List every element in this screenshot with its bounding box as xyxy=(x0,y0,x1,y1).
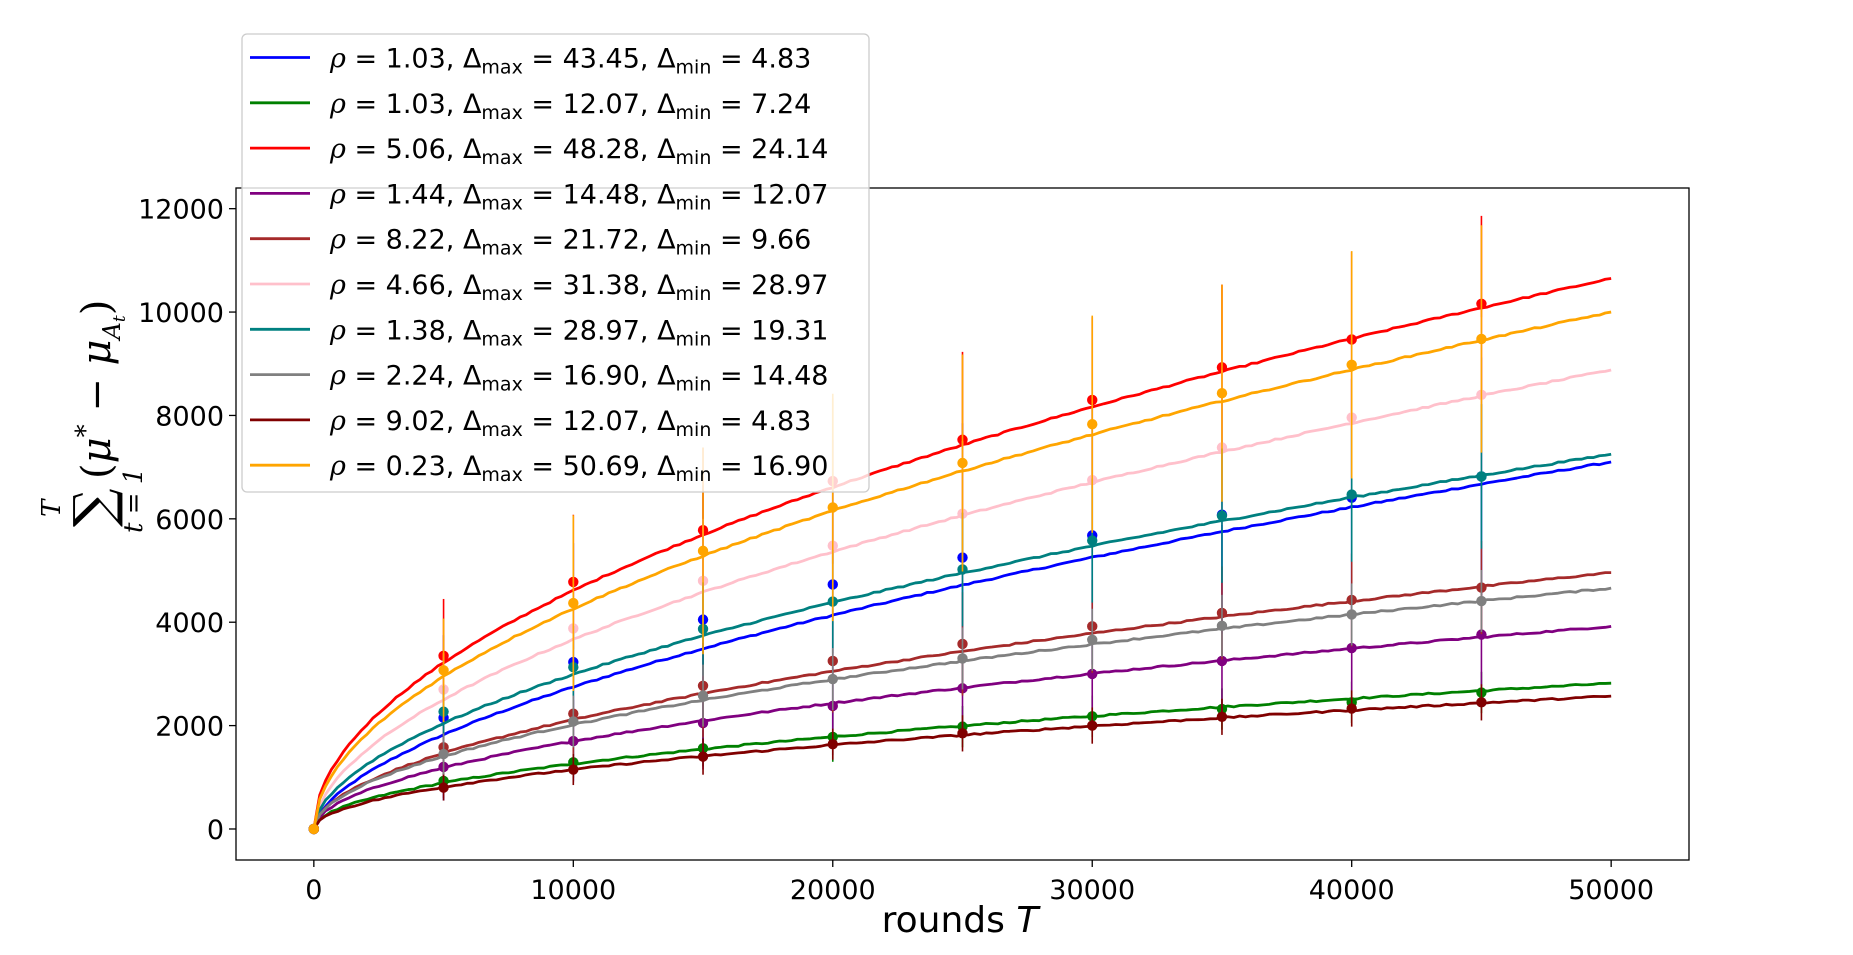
y-label-sum: ∑ xyxy=(62,488,125,527)
data-point xyxy=(1087,634,1098,645)
plot-content xyxy=(308,215,1612,835)
data-point xyxy=(1346,489,1357,500)
legend-item-3: ρ = 5.06, Δmax = 48.28, Δmin = 24.14 xyxy=(250,134,828,169)
legend-box xyxy=(241,33,870,493)
data-point xyxy=(1087,720,1098,731)
legend-label: ρ = 2.24, Δmax = 16.90, Δmin = 14.48 xyxy=(329,361,828,396)
data-point xyxy=(827,739,838,750)
data-point xyxy=(1216,655,1228,667)
data-point xyxy=(957,728,968,739)
data-point xyxy=(1476,333,1487,345)
x-axis: 0 10000 20000 30000 40000 50000 xyxy=(305,860,1654,906)
x-tick-label: 50000 xyxy=(1568,875,1654,906)
y-tick-label: 0 xyxy=(207,815,224,846)
legend-label: ρ = 4.66, Δmax = 31.38, Δmin = 28.97 xyxy=(329,270,828,305)
data-point xyxy=(697,751,709,762)
plot-frame xyxy=(235,187,1690,861)
data-point xyxy=(697,690,709,701)
series-4 xyxy=(308,582,1612,835)
legend-label: ρ = 1.03, Δmax = 43.45, Δmin = 4.83 xyxy=(329,44,811,79)
data-point xyxy=(438,782,449,793)
data-point xyxy=(1087,419,1098,430)
data-point xyxy=(1216,620,1228,632)
data-point xyxy=(827,502,838,513)
legend-item-2: ρ = 1.03, Δmax = 12.07, Δmin = 7.24 xyxy=(250,89,811,124)
series-8 xyxy=(308,570,1612,835)
y-tick-label: 8000 xyxy=(155,401,224,432)
series-line xyxy=(312,310,1612,830)
data-point xyxy=(827,673,838,685)
y-tick-label: 6000 xyxy=(155,505,224,536)
y-axis: 0 2000 4000 6000 8000 10000 12000 xyxy=(138,195,236,846)
data-point xyxy=(568,764,579,775)
legend-label: ρ = 1.03, Δmax = 12.07, Δmin = 7.24 xyxy=(329,89,811,124)
legend: ρ = 1.03, Δmax = 43.45, Δmin = 4.83 ρ = 1… xyxy=(241,33,870,493)
legend-item-5: ρ = 8.22, Δmax = 21.72, Δmin = 9.66 xyxy=(250,225,811,260)
legend-item-10: ρ = 0.23, Δmax = 50.69, Δmin = 16.90 xyxy=(250,451,828,486)
legend-label: ρ = 1.44, Δmax = 14.48, Δmin = 12.07 xyxy=(329,179,828,214)
legend-item-4: ρ = 1.44, Δmax = 14.48, Δmin = 12.07 xyxy=(250,179,828,214)
y-tick-label: 10000 xyxy=(138,298,224,329)
y-tick-label: 12000 xyxy=(138,195,224,226)
data-point xyxy=(438,748,449,760)
x-tick-label: 40000 xyxy=(1309,875,1395,906)
legend-item-8: ρ = 2.24, Δmax = 16.90, Δmin = 14.48 xyxy=(250,361,828,396)
data-point xyxy=(1476,629,1487,640)
x-tick-label: 0 xyxy=(305,875,322,906)
data-point xyxy=(1346,359,1357,370)
x-tick-label: 10000 xyxy=(530,875,616,906)
y-label-expression: (μ* − μAt) xyxy=(71,300,130,479)
legend-label: ρ = 5.06, Δmax = 48.28, Δmin = 24.14 xyxy=(329,134,828,169)
y-axis-label: ∑T t = 1(μ* − μAt) xyxy=(37,300,149,533)
data-point xyxy=(1346,609,1357,620)
legend-item-9: ρ = 9.02, Δmax = 12.07, Δmin = 4.83 xyxy=(250,406,811,441)
data-point xyxy=(1216,510,1228,521)
legend-label: ρ = 9.02, Δmax = 12.07, Δmin = 4.83 xyxy=(329,406,811,441)
y-tick-label: 4000 xyxy=(155,608,224,639)
y-label-lower: t = 1 xyxy=(119,468,149,533)
series-9 xyxy=(308,684,1612,835)
legend-label: ρ = 8.22, Δmax = 21.72, Δmin = 9.66 xyxy=(329,225,811,260)
data-point xyxy=(1346,703,1357,714)
data-point xyxy=(1476,595,1487,607)
legend-item-7: ρ = 1.38, Δmax = 28.97, Δmin = 19.31 xyxy=(250,315,828,350)
data-point xyxy=(438,665,449,676)
x-tick-label: 30000 xyxy=(1049,875,1135,906)
data-point xyxy=(1476,471,1487,482)
data-point xyxy=(697,545,709,557)
data-point xyxy=(1476,697,1487,708)
data-point xyxy=(1087,535,1098,546)
legend-label: ρ = 1.38, Δmax = 28.97, Δmin = 19.31 xyxy=(329,315,828,350)
data-point xyxy=(1216,388,1228,399)
y-label-upper: T xyxy=(37,498,67,517)
data-point xyxy=(957,457,968,469)
data-point xyxy=(308,823,320,835)
data-point xyxy=(568,597,579,609)
x-axis-label: rounds T xyxy=(882,900,1042,941)
legend-label: ρ = 0.23, Δmax = 50.69, Δmin = 16.90 xyxy=(329,451,828,486)
x-tick-label: 20000 xyxy=(790,875,876,906)
y-tick-label: 2000 xyxy=(155,712,224,743)
data-point xyxy=(1216,711,1228,723)
data-point xyxy=(568,716,579,727)
legend-item-1: ρ = 1.03, Δmax = 43.45, Δmin = 4.83 xyxy=(250,44,811,79)
data-point xyxy=(1346,642,1357,654)
data-point xyxy=(1087,668,1098,680)
legend-item-6: ρ = 4.66, Δmax = 31.38, Δmin = 28.97 xyxy=(250,270,828,305)
data-point xyxy=(957,653,968,664)
